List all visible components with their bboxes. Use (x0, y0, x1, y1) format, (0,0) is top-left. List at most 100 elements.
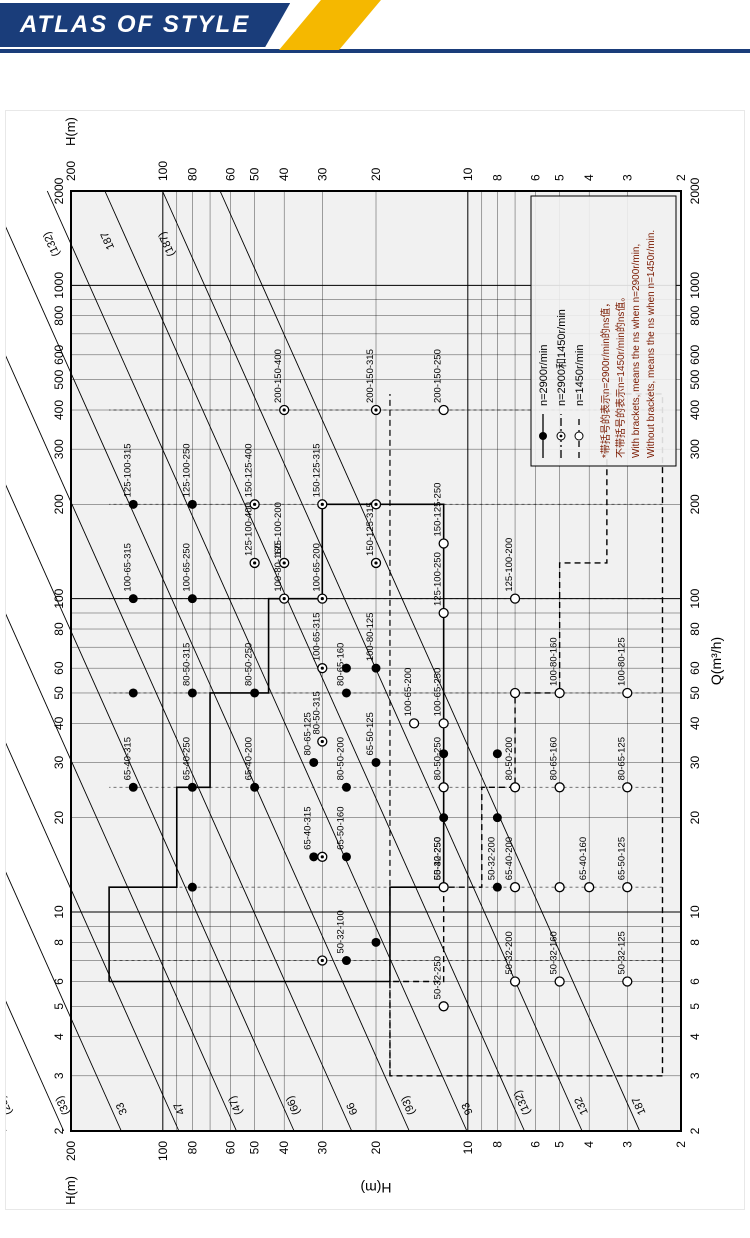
svg-text:80-50-200: 80-50-200 (335, 737, 346, 780)
svg-text:3: 3 (620, 174, 634, 181)
svg-text:1000: 1000 (52, 272, 66, 299)
svg-text:80: 80 (688, 622, 702, 636)
svg-text:n=2900和1450r/min: n=2900和1450r/min (555, 309, 568, 406)
svg-text:10: 10 (688, 905, 702, 919)
svg-text:n=2900r/min: n=2900r/min (538, 345, 550, 406)
svg-text:50-32-160: 50-32-160 (549, 931, 560, 974)
svg-text:600: 600 (688, 345, 702, 365)
svg-text:6: 6 (528, 1141, 542, 1148)
svg-text:150-125-315: 150-125-315 (311, 443, 322, 497)
svg-text:5: 5 (553, 1141, 567, 1148)
svg-text:200: 200 (64, 161, 78, 181)
svg-text:H(m): H(m) (360, 1180, 391, 1196)
svg-text:60: 60 (223, 167, 237, 181)
svg-text:65-40-315: 65-40-315 (303, 807, 314, 850)
svg-text:30: 30 (315, 167, 329, 181)
svg-text:50: 50 (248, 167, 262, 181)
svg-text:H(m): H(m) (63, 1176, 78, 1205)
svg-text:100-65-250: 100-65-250 (433, 668, 444, 717)
svg-text:40: 40 (52, 716, 66, 730)
svg-text:50: 50 (52, 686, 66, 700)
svg-text:40: 40 (277, 167, 291, 181)
svg-text:4: 4 (582, 1141, 596, 1148)
svg-text:不带括号的表示n=1450r/min的ns值。: 不带括号的表示n=1450r/min的ns值。 (614, 292, 627, 458)
svg-text:50-32-200: 50-32-200 (504, 931, 515, 974)
header-underline (0, 49, 750, 53)
svg-text:200: 200 (64, 1141, 78, 1161)
svg-text:125-100-400: 125-100-400 (244, 502, 255, 556)
svg-text:50-32-200: 50-32-200 (486, 837, 497, 880)
svg-text:80: 80 (185, 167, 199, 181)
svg-text:8: 8 (490, 174, 504, 181)
svg-text:65-40-250: 65-40-250 (181, 737, 192, 780)
svg-text:65-40-250: 65-40-250 (433, 837, 444, 880)
svg-text:200-150-400: 200-150-400 (273, 349, 284, 403)
header-title: ATLAS OF STYLE (0, 3, 290, 47)
svg-text:500: 500 (52, 369, 66, 389)
svg-text:Q(m³/h): Q(m³/h) (708, 637, 724, 685)
svg-text:2: 2 (674, 1141, 688, 1148)
svg-text:125-100-250: 125-100-250 (181, 443, 192, 497)
svg-text:100: 100 (52, 588, 66, 608)
svg-text:5: 5 (688, 1003, 702, 1010)
svg-text:100-65-200: 100-65-200 (311, 543, 322, 592)
svg-text:600: 600 (52, 345, 66, 365)
svg-text:40: 40 (688, 716, 702, 730)
plot-svg: ns=23(33)(23)33(33)4733(47)47(66)(47)66(… (6, 111, 746, 1211)
svg-text:800: 800 (688, 305, 702, 325)
svg-text:100-65-200: 100-65-200 (403, 668, 414, 717)
svg-text:80-50-315: 80-50-315 (311, 691, 322, 734)
svg-text:80-50-250: 80-50-250 (244, 643, 255, 686)
svg-text:2: 2 (688, 1127, 702, 1134)
svg-text:10: 10 (461, 1141, 475, 1155)
svg-text:100: 100 (156, 1141, 170, 1161)
svg-text:100: 100 (156, 161, 170, 181)
svg-text:200-150-250: 200-150-250 (433, 349, 444, 403)
svg-text:20: 20 (369, 167, 383, 181)
svg-text:125-100-315: 125-100-315 (122, 443, 133, 497)
svg-text:125-100-200: 125-100-200 (504, 538, 515, 592)
svg-text:H(m): H(m) (63, 117, 78, 146)
svg-text:3: 3 (620, 1141, 634, 1148)
svg-text:300: 300 (688, 439, 702, 459)
svg-text:80-50-200: 80-50-200 (504, 737, 515, 780)
svg-text:200: 200 (688, 494, 702, 514)
svg-text:30: 30 (52, 755, 66, 769)
svg-text:80: 80 (185, 1141, 199, 1155)
svg-text:500: 500 (688, 369, 702, 389)
svg-text:*带括号的表示n=2900r/min的ns值，: *带括号的表示n=2900r/min的ns值， (599, 298, 612, 458)
svg-text:65-50-125: 65-50-125 (365, 712, 376, 755)
svg-text:100-80-160: 100-80-160 (549, 637, 560, 686)
svg-text:50: 50 (688, 686, 702, 700)
svg-text:20: 20 (52, 811, 66, 825)
svg-text:800: 800 (52, 305, 66, 325)
svg-text:150-125-315: 150-125-315 (365, 502, 376, 556)
svg-text:(33): (33) (54, 1094, 73, 1117)
svg-text:100-80-125: 100-80-125 (616, 637, 627, 686)
svg-text:65-50-125: 65-50-125 (616, 837, 627, 880)
svg-text:With brackets, means the ns wh: With brackets, means the ns when n=2900r… (631, 244, 642, 458)
svg-text:2000: 2000 (688, 177, 702, 204)
svg-text:50-32-250: 50-32-250 (433, 956, 444, 999)
svg-text:100: 100 (688, 588, 702, 608)
svg-text:50-32-100: 50-32-100 (335, 910, 346, 953)
svg-text:(23): (23) (6, 1094, 15, 1117)
svg-text:4: 4 (582, 174, 596, 181)
svg-text:65-50-160: 65-50-160 (335, 807, 346, 850)
svg-text:2: 2 (52, 1127, 66, 1134)
svg-text:n=1450r/min: n=1450r/min (574, 345, 586, 406)
svg-text:80-50-315: 80-50-315 (181, 643, 192, 686)
svg-text:200: 200 (52, 494, 66, 514)
svg-text:4: 4 (52, 1033, 66, 1040)
svg-text:80-65-125: 80-65-125 (616, 737, 627, 780)
svg-text:100-65-315: 100-65-315 (311, 613, 322, 662)
svg-text:60: 60 (52, 661, 66, 675)
svg-text:8: 8 (688, 939, 702, 946)
svg-text:3: 3 (52, 1072, 66, 1079)
svg-text:4: 4 (688, 1033, 702, 1040)
svg-text:65-40-160: 65-40-160 (578, 837, 589, 880)
svg-text:30: 30 (315, 1141, 329, 1155)
svg-text:(132): (132) (41, 230, 62, 258)
svg-text:40: 40 (277, 1141, 291, 1155)
svg-text:125-100-200: 125-100-200 (273, 502, 284, 556)
